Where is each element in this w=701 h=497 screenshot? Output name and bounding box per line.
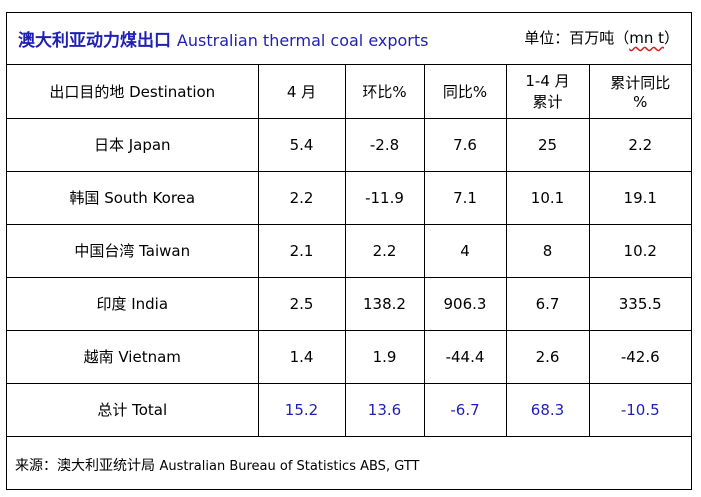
header-ytd-yoy-line2: %: [633, 92, 648, 111]
cell-ytd-yoy: 2.2: [588, 117, 691, 172]
cell-ytd: 10.1: [505, 170, 590, 225]
source-en: Australian Bureau of Statistics ABS, GTT: [159, 459, 420, 474]
cell-mom: -11.9: [344, 170, 425, 225]
table-row: 韩国 South Korea 2.2 -11.9 7.1 10.1 19.1: [7, 170, 691, 225]
header-april: 4 月: [257, 65, 346, 119]
cell-april: 2.2: [257, 170, 346, 225]
cell-ytd: 8: [505, 223, 590, 278]
source-note: 来源：澳大利亚统计局 Australian Bureau of Statisti…: [15, 455, 419, 475]
header-yoy: 同比%: [423, 65, 507, 119]
cell-mom: 2.2: [344, 223, 425, 278]
unit-suffix: ）: [663, 29, 679, 47]
cell-total-mom: 13.6: [344, 382, 425, 437]
title-zh: 澳大利亚动力煤出口: [18, 31, 171, 51]
cell-april: 1.4: [257, 329, 346, 384]
cell-total-label: 总计 Total: [7, 382, 259, 437]
cell-ytd-yoy: -42.6: [588, 329, 691, 384]
header-destination: 出口目的地 Destination: [7, 65, 259, 119]
table-row: 中国台湾 Taiwan 2.1 2.2 4 8 10.2: [7, 223, 691, 278]
cell-ytd: 6.7: [505, 276, 590, 331]
table-frame: 澳大利亚动力煤出口 Australian thermal coal export…: [6, 12, 692, 490]
table-row: 日本 Japan 5.4 -2.8 7.6 25 2.2: [7, 117, 691, 172]
cell-mom: 138.2: [344, 276, 425, 331]
total-row: 总计 Total 15.2 13.6 -6.7 68.3 -10.5: [7, 382, 691, 437]
cell-yoy: 7.1: [423, 170, 507, 225]
table-title: 澳大利亚动力煤出口 Australian thermal coal export…: [18, 26, 428, 51]
header-ytd-line2: 累计: [532, 93, 563, 112]
cell-yoy: -44.4: [423, 329, 507, 384]
cell-yoy: 7.6: [423, 117, 507, 172]
cell-country: 日本 Japan: [7, 117, 259, 172]
table-row: 印度 India 2.5 138.2 906.3 6.7 335.5: [7, 276, 691, 331]
table-row: 越南 Vietnam 1.4 1.9 -44.4 2.6 -42.6: [7, 329, 691, 384]
cell-country: 越南 Vietnam: [7, 329, 259, 384]
header-ytd-line1: 1-4 月: [525, 72, 570, 91]
cell-april: 2.5: [257, 276, 346, 331]
cell-total-ytd-yoy: -10.5: [588, 382, 691, 437]
title-en: Australian thermal coal exports: [176, 31, 429, 50]
cell-ytd-yoy: 10.2: [588, 223, 691, 278]
cell-total-ytd: 68.3: [505, 382, 590, 437]
cell-ytd: 25: [505, 117, 590, 172]
header-row: 出口目的地 Destination 4 月 环比% 同比% 1-4 月累计 累计…: [7, 65, 691, 119]
header-ytd: 1-4 月累计: [505, 65, 590, 119]
cell-mom: -2.8: [344, 117, 425, 172]
cell-mom: 1.9: [344, 329, 425, 384]
cell-april: 5.4: [257, 117, 346, 172]
unit-mnt: mn t: [629, 29, 664, 47]
cell-total-april: 15.2: [257, 382, 346, 437]
cell-country: 韩国 South Korea: [7, 170, 259, 225]
header-ytd-yoy: 累计同比%: [588, 65, 691, 119]
header-ytd-yoy-line1: 累计同比: [610, 73, 671, 92]
unit-prefix: 单位：百万吨（: [524, 29, 630, 47]
exports-table: 出口目的地 Destination 4 月 环比% 同比% 1-4 月累计 累计…: [7, 65, 691, 437]
cell-ytd-yoy: 335.5: [588, 276, 691, 331]
cell-ytd-yoy: 19.1: [588, 170, 691, 225]
cell-yoy: 4: [423, 223, 507, 278]
header-mom: 环比%: [344, 65, 425, 119]
cell-ytd: 2.6: [505, 329, 590, 384]
cell-country: 印度 India: [7, 276, 259, 331]
unit-label: 单位：百万吨（mn t）: [524, 27, 679, 48]
cell-country: 中国台湾 Taiwan: [7, 223, 259, 278]
cell-yoy: 906.3: [423, 276, 507, 331]
source-zh: 来源：澳大利亚统计局: [15, 458, 155, 474]
cell-april: 2.1: [257, 223, 346, 278]
title-bar: 澳大利亚动力煤出口 Australian thermal coal export…: [7, 13, 691, 65]
cell-total-yoy: -6.7: [423, 382, 507, 437]
